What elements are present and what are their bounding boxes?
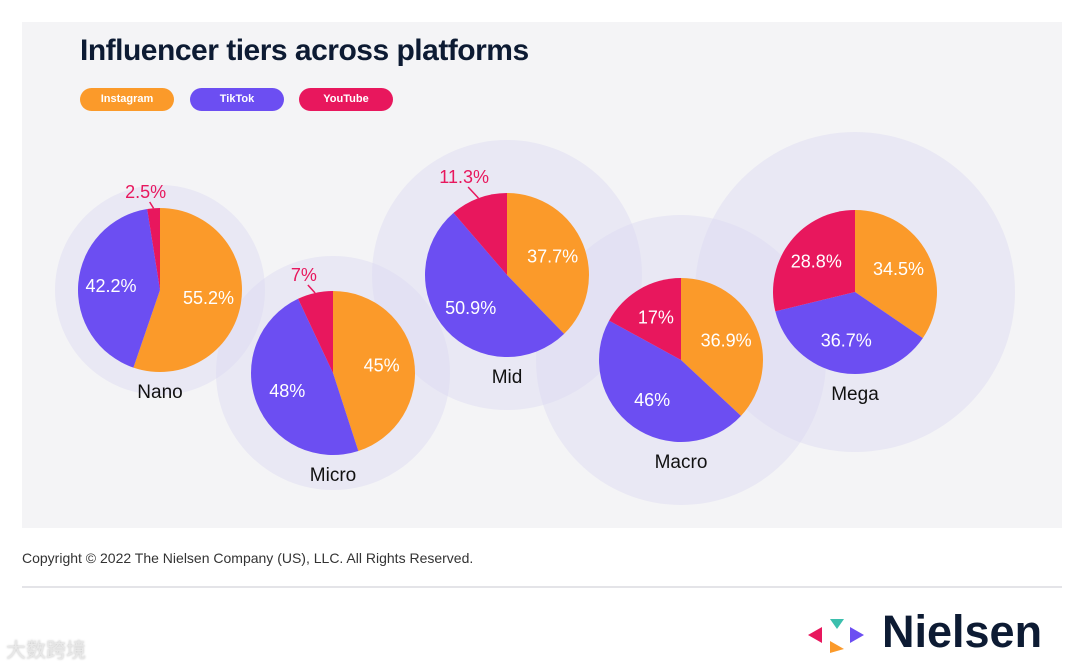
data-label: 55.2%: [183, 288, 234, 308]
category-label: Mega: [831, 384, 879, 405]
data-label: 17%: [638, 308, 674, 328]
data-label: 50.9%: [445, 298, 496, 318]
pie-slice-tiktok: [78, 209, 160, 368]
pie-slice-instagram: [507, 193, 589, 334]
pie-slice-instagram: [133, 208, 243, 373]
pie-slice-tiktok: [250, 298, 359, 456]
pie-slice-instagram: [855, 210, 937, 339]
divider: [22, 586, 1062, 588]
legend-youtube: YouTube: [299, 88, 393, 111]
data-label: 34.5%: [873, 259, 924, 279]
nielsen-logo: Nielsen: [882, 606, 1043, 657]
category-label: Macro: [655, 452, 708, 473]
watermark: 大数跨境: [6, 640, 86, 662]
leader-line: [149, 201, 155, 209]
pie-slice-youtube: [773, 210, 855, 312]
data-label: 36.7%: [821, 330, 872, 350]
pie-slice-youtube: [298, 291, 333, 373]
pie-slice-tiktok: [425, 212, 565, 357]
data-label: 11.3%: [439, 167, 489, 187]
data-label: 48%: [269, 381, 305, 401]
legend-tiktok: TikTok: [190, 88, 284, 111]
legend-instagram: Instagram: [80, 88, 174, 111]
pie-slice-instagram: [681, 278, 763, 416]
data-label: 45%: [364, 355, 400, 375]
pie-slice-youtube: [147, 208, 160, 290]
pie-slice-youtube: [609, 278, 681, 360]
data-label: 7%: [291, 265, 317, 285]
data-label: 28.8%: [791, 252, 842, 272]
pie-slice-youtube: [453, 193, 507, 275]
data-label: 42.2%: [85, 276, 136, 296]
nielsen-logo-icon: [808, 619, 864, 653]
category-label: Micro: [310, 465, 356, 486]
leader-line: [467, 186, 480, 199]
pie-slice-tiktok: [598, 320, 741, 443]
data-label: 46%: [634, 390, 670, 410]
category-label: Nano: [137, 382, 182, 403]
pie-slice-tiktok: [775, 292, 923, 374]
data-label: 37.7%: [527, 247, 578, 267]
leader-line: [307, 284, 316, 294]
pie-slice-instagram: [333, 291, 415, 451]
chart-title: Influencer tiers across platforms: [80, 34, 529, 67]
copyright: Copyright © 2022 The Nielsen Company (US…: [22, 550, 474, 566]
data-label: 2.5%: [125, 182, 166, 202]
category-label: Mid: [492, 367, 523, 388]
data-label: 36.9%: [701, 330, 752, 350]
